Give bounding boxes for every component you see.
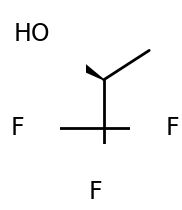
Text: F: F (165, 116, 179, 140)
Text: F: F (11, 116, 24, 140)
Polygon shape (52, 44, 104, 80)
Text: HO: HO (13, 22, 50, 46)
Text: F: F (89, 180, 102, 204)
